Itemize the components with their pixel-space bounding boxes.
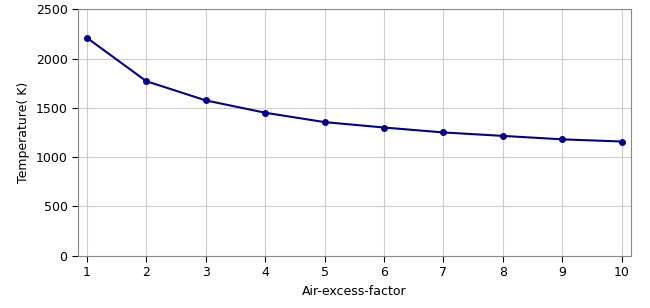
Y-axis label: Temperature( K): Temperature( K) — [17, 82, 30, 183]
X-axis label: Air-excess-factor: Air-excess-factor — [302, 285, 406, 298]
